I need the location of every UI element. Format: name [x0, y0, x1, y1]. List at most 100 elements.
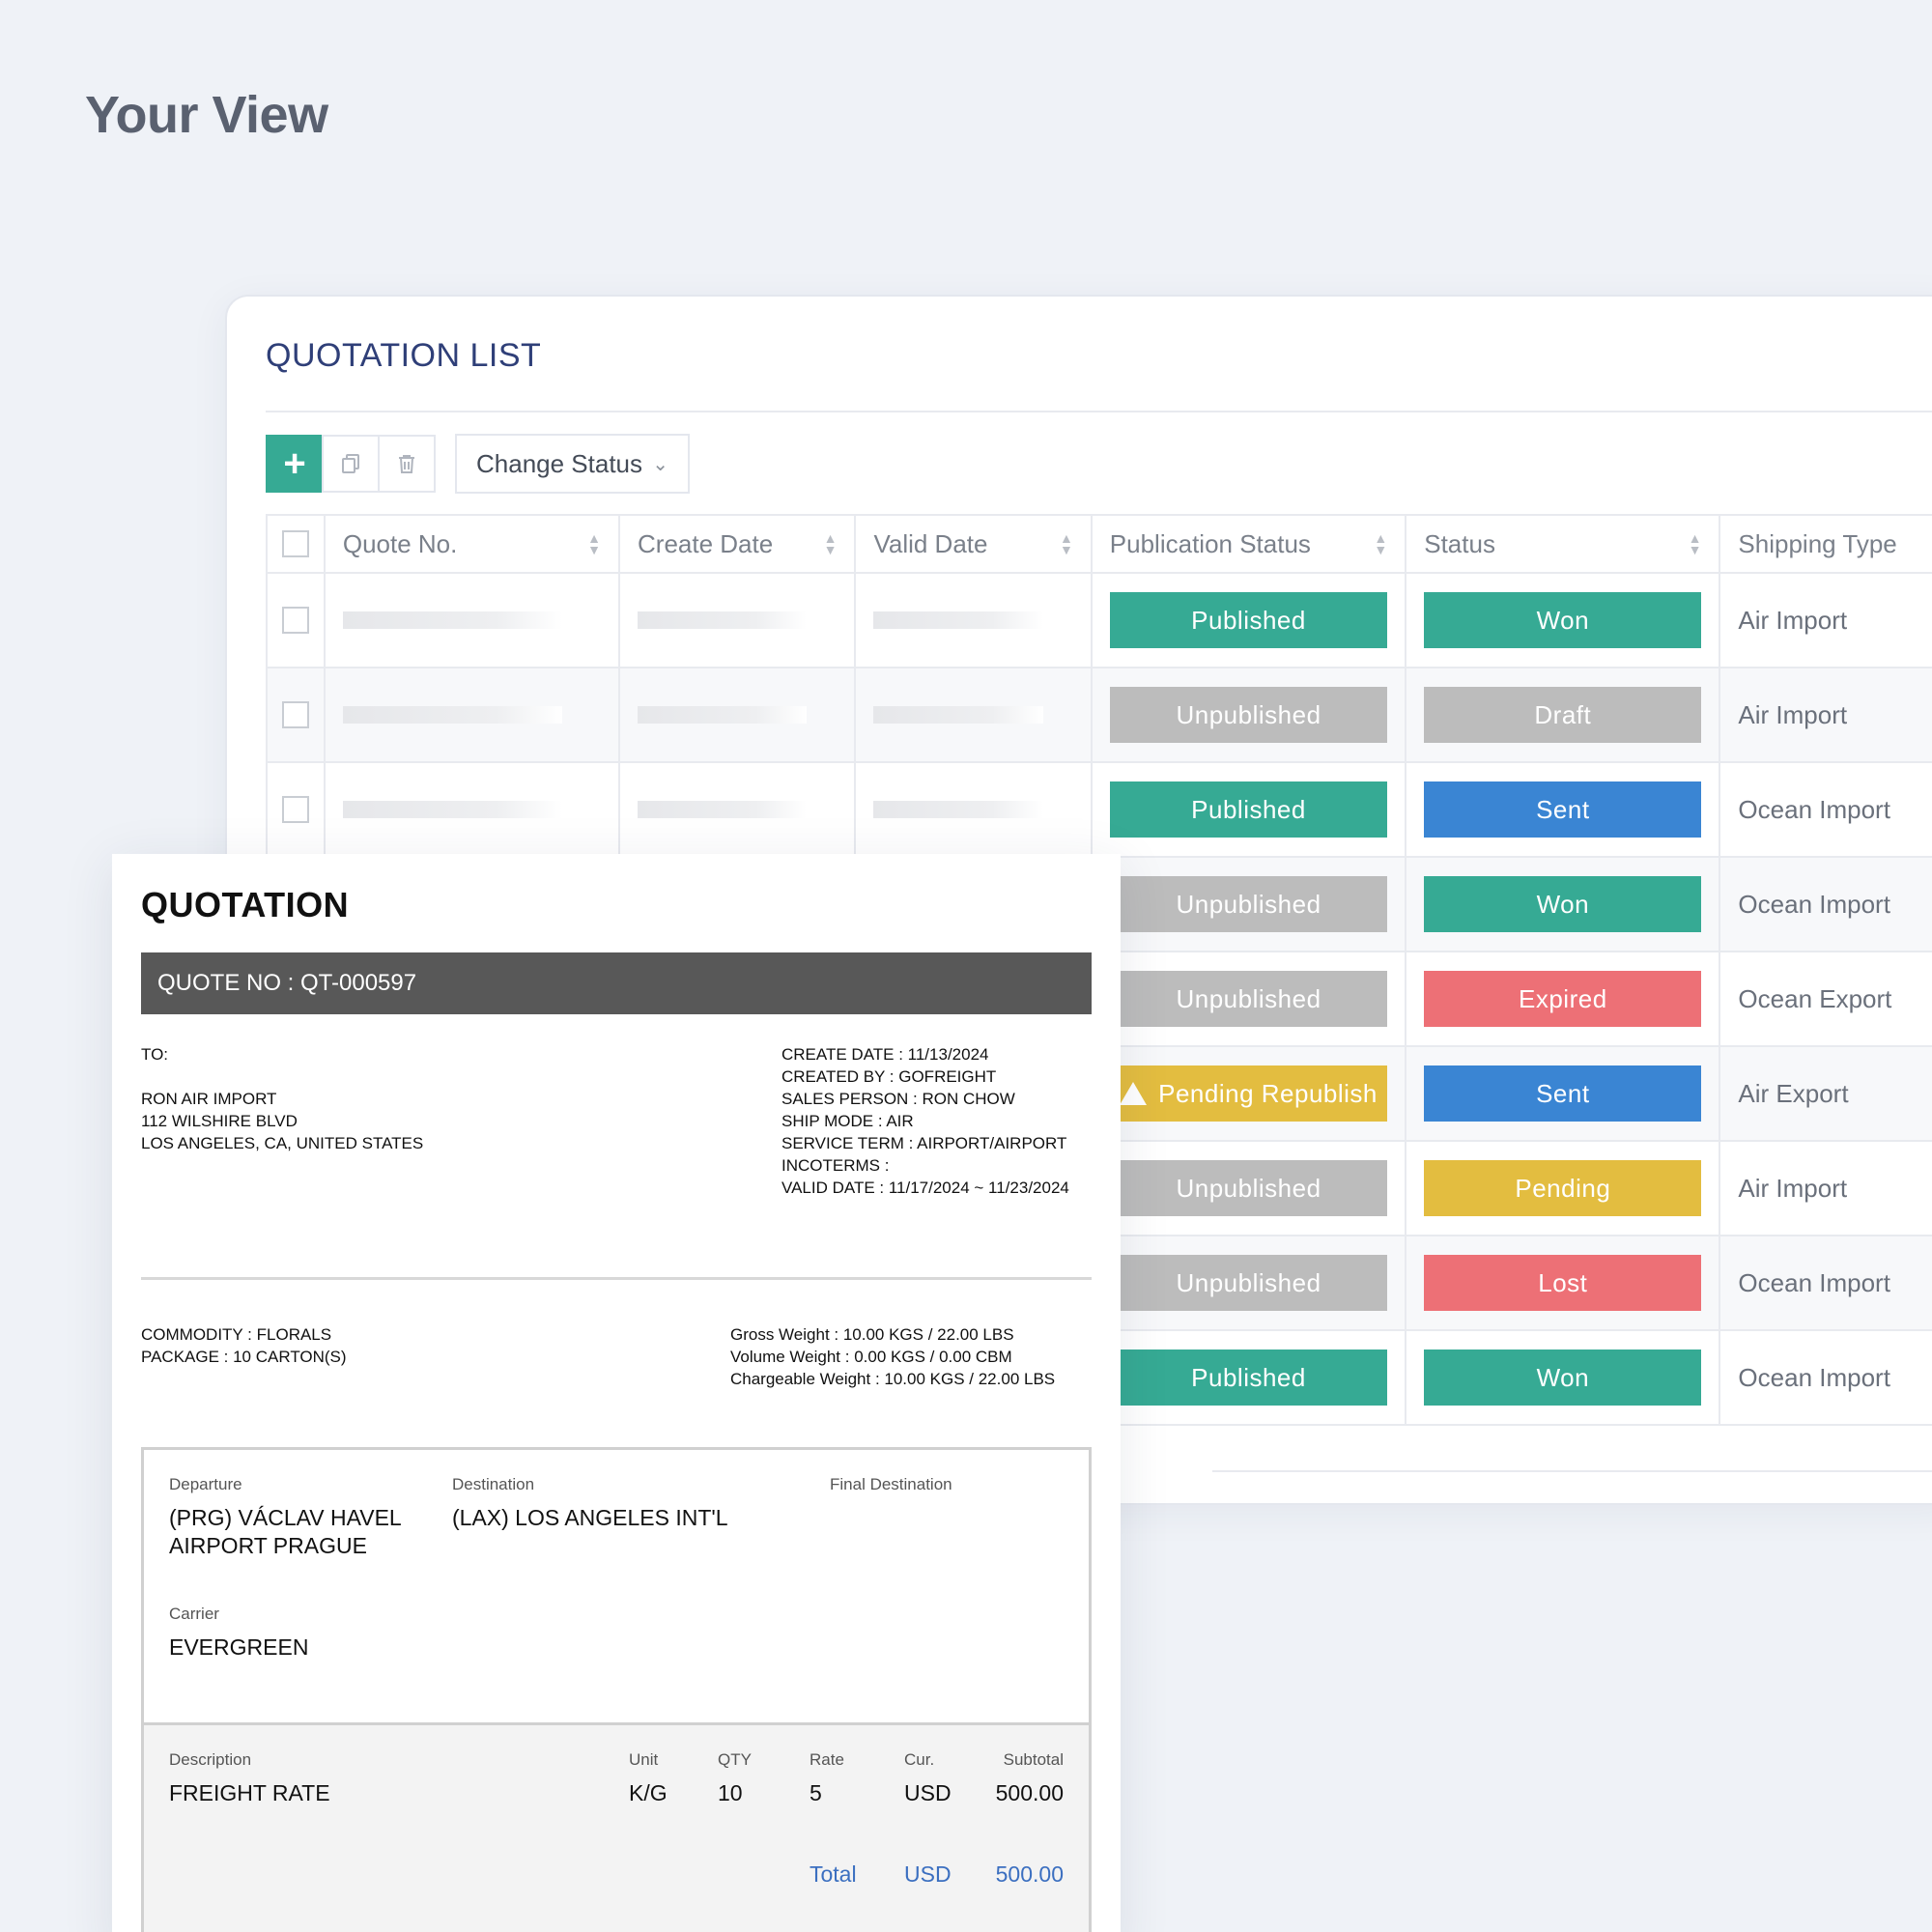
valid-date-cell	[854, 667, 1093, 763]
divider	[141, 1277, 1092, 1280]
copy-icon	[342, 454, 359, 473]
copy-button[interactable]	[322, 435, 380, 493]
sort-icon[interactable]: ▲ ▼	[823, 530, 838, 557]
row-checkbox[interactable]	[281, 607, 309, 634]
loading-placeholder	[873, 611, 1043, 629]
charge-qty: QTY 10	[718, 1750, 752, 1805]
recipient-block: TO: RON AIR IMPORT 112 WILSHIRE BLVD LOS…	[141, 1043, 423, 1154]
trash-icon	[399, 455, 414, 473]
status-cell: Pending	[1405, 1140, 1721, 1236]
publication-status-badge: Unpublished	[1109, 1160, 1388, 1216]
publication-status-cell: Unpublished	[1090, 1140, 1407, 1236]
quote-number: QUOTE NO : QT-000597	[157, 970, 417, 996]
create-date-cell	[618, 572, 857, 668]
shipping-type-cell: Air Import	[1719, 667, 1932, 763]
status-badge: Pending	[1424, 1160, 1702, 1216]
loading-placeholder	[873, 706, 1043, 724]
status-badge: Lost	[1424, 1255, 1702, 1311]
change-status-dropdown[interactable]: Change Status ⌄	[455, 434, 690, 494]
status-badge: Draft	[1424, 687, 1702, 743]
table-row[interactable]: Published Won Air Import	[266, 572, 1932, 668]
delete-button[interactable]	[378, 435, 436, 493]
publication-status-cell: Unpublished	[1090, 856, 1407, 952]
page-title: Your View	[85, 86, 328, 144]
row-select-cell	[266, 572, 326, 668]
shipping-type: Air Import	[1738, 1173, 1848, 1203]
charge-description-value: FREIGHT RATE	[169, 1780, 330, 1805]
col-valid-date[interactable]: Valid Date ▲ ▼	[854, 514, 1093, 574]
add-button[interactable]: +	[266, 435, 324, 493]
col-quote-no[interactable]: Quote No. ▲ ▼	[323, 514, 621, 574]
publication-status-cell: Pending Republish	[1090, 1045, 1407, 1142]
weight-block: Gross Weight : 10.00 KGS / 22.00 LBS Vol…	[730, 1323, 1055, 1390]
publication-status-badge: Unpublished	[1109, 971, 1388, 1027]
quote-meta-block: CREATE DATE : 11/13/2024 CREATED BY : GO…	[781, 1043, 1069, 1199]
row-checkbox[interactable]	[281, 796, 309, 823]
shipping-type: Ocean Import	[1738, 1267, 1890, 1297]
sort-icon[interactable]: ▲ ▼	[587, 530, 602, 557]
col-create-date[interactable]: Create Date ▲ ▼	[618, 514, 857, 574]
charge-unit: Unit K/G	[629, 1750, 668, 1805]
col-shipping-type[interactable]: Shipping Type	[1719, 514, 1932, 574]
shipping-type-cell: Air Import	[1719, 572, 1932, 668]
shipping-type-cell: Ocean Import	[1719, 1329, 1932, 1426]
status-cell: Lost	[1405, 1235, 1721, 1331]
recipient-line: RON AIR IMPORT	[141, 1090, 277, 1108]
recipient-line: LOS ANGELES, CA, UNITED STATES	[141, 1134, 424, 1152]
col-publication-status[interactable]: Publication Status ▲ ▼	[1090, 514, 1407, 574]
shipping-type: Air Import	[1738, 605, 1848, 635]
sort-icon[interactable]: ▲ ▼	[1059, 530, 1073, 557]
publication-status-badge: Pending Republish	[1109, 1065, 1388, 1122]
charge-currency: Cur. USD	[904, 1750, 952, 1805]
publication-status-badge: Published	[1109, 1350, 1388, 1406]
status-badge: Sent	[1424, 781, 1702, 838]
row-checkbox[interactable]	[281, 701, 309, 728]
status-badge: Won	[1424, 876, 1702, 932]
commodity-line: COMMODITY : FLORALS	[141, 1325, 332, 1344]
status-cell: Expired	[1405, 951, 1721, 1047]
route-box: Departure (PRG) VÁCLAV HAVEL AIRPORT PRA…	[141, 1447, 1092, 1932]
col-status[interactable]: Status ▲ ▼	[1405, 514, 1721, 574]
carrier-field: Carrier EVERGREEN	[169, 1605, 308, 1662]
shipping-type-cell: Ocean Export	[1719, 951, 1932, 1047]
shipping-type-cell: Ocean Import	[1719, 761, 1932, 858]
valid-date-cell	[854, 572, 1093, 668]
loading-placeholder	[342, 611, 562, 629]
quote-no-cell[interactable]	[323, 761, 621, 858]
destination-label: Destination	[452, 1475, 535, 1493]
loading-placeholder	[638, 801, 808, 818]
select-all-checkbox[interactable]	[281, 530, 309, 557]
loading-placeholder	[342, 801, 562, 818]
quote-no-cell[interactable]	[323, 667, 621, 763]
table-row[interactable]: Unpublished Draft Air Import	[266, 667, 1932, 763]
sort-icon[interactable]: ▲ ▼	[1374, 530, 1388, 557]
publication-status-cell: Unpublished	[1090, 951, 1407, 1047]
charge-qty-value: 10	[718, 1780, 743, 1805]
meta-line: SHIP MODE : AIR	[781, 1112, 914, 1130]
sort-icon[interactable]: ▲ ▼	[1688, 530, 1702, 557]
publication-status-cell: Unpublished	[1090, 1235, 1407, 1331]
publication-status-badge: Published	[1109, 781, 1388, 838]
publication-status-badge: Published	[1109, 592, 1388, 648]
shipping-type: Ocean Import	[1738, 794, 1890, 824]
quotation-document: QUOTATION QUOTE NO : QT-000597 TO: RON A…	[112, 854, 1121, 1932]
shipping-type: Air Export	[1738, 1078, 1849, 1108]
shipping-type: Air Import	[1738, 699, 1848, 729]
document-title: QUOTATION	[141, 885, 350, 924]
row-select-cell	[266, 667, 326, 763]
final-destination-label: Final Destination	[830, 1475, 952, 1493]
charge-unit-value: K/G	[629, 1780, 668, 1805]
weight-line: Chargeable Weight : 10.00 KGS / 22.00 LB…	[730, 1370, 1056, 1388]
charge-subtotal: Subtotal 500.00	[986, 1750, 1064, 1807]
publication-status-cell: Unpublished	[1090, 667, 1407, 763]
table-row[interactable]: Published Sent Ocean Import	[266, 761, 1932, 858]
total-value: 500.00	[995, 1861, 1064, 1887]
select-all-cell	[266, 514, 326, 574]
loading-placeholder	[873, 801, 1043, 818]
destination-value: (LAX) LOS ANGELES INT'L	[452, 1505, 728, 1530]
meta-line: CREATED BY : GOFREIGHT	[781, 1067, 997, 1086]
status-cell: Won	[1405, 1329, 1721, 1426]
total-label: Total	[810, 1861, 857, 1887]
quote-no-cell[interactable]	[323, 572, 621, 668]
status-cell: Sent	[1405, 761, 1721, 858]
